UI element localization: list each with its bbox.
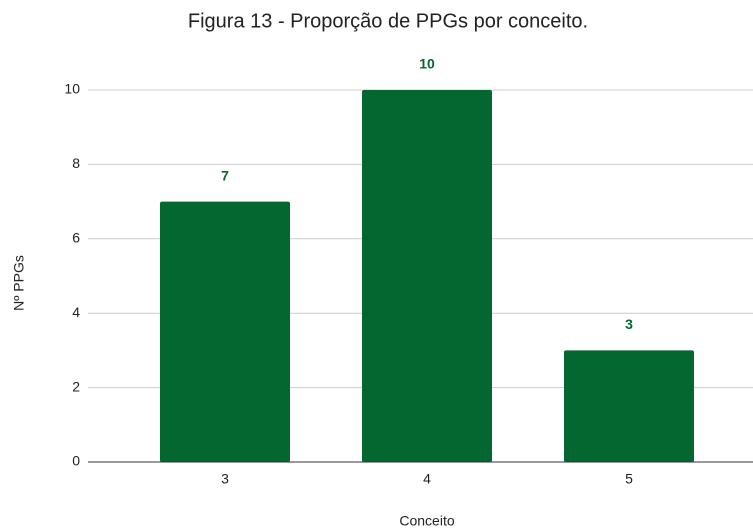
bar bbox=[160, 201, 290, 462]
data-label: 3 bbox=[625, 316, 633, 332]
x-tick-label: 3 bbox=[221, 471, 229, 487]
data-label: 7 bbox=[221, 167, 229, 183]
y-tick-label: 6 bbox=[72, 230, 80, 246]
y-tick-label: 0 bbox=[72, 453, 80, 469]
x-axis-label: Conceito bbox=[399, 513, 454, 529]
chart-title: Figura 13 - Proporção de PPGs por concei… bbox=[188, 10, 588, 32]
y-tick-label: 10 bbox=[64, 81, 80, 97]
bar bbox=[564, 350, 694, 462]
x-tick-label: 5 bbox=[625, 471, 633, 487]
bar bbox=[362, 90, 492, 462]
y-tick-label: 8 bbox=[72, 155, 80, 171]
y-axis-label: Nº PPGs bbox=[11, 255, 27, 311]
x-tick-label: 4 bbox=[423, 471, 431, 487]
y-tick-label: 4 bbox=[72, 304, 80, 320]
y-tick-label: 2 bbox=[72, 378, 80, 394]
data-label: 10 bbox=[419, 56, 435, 72]
